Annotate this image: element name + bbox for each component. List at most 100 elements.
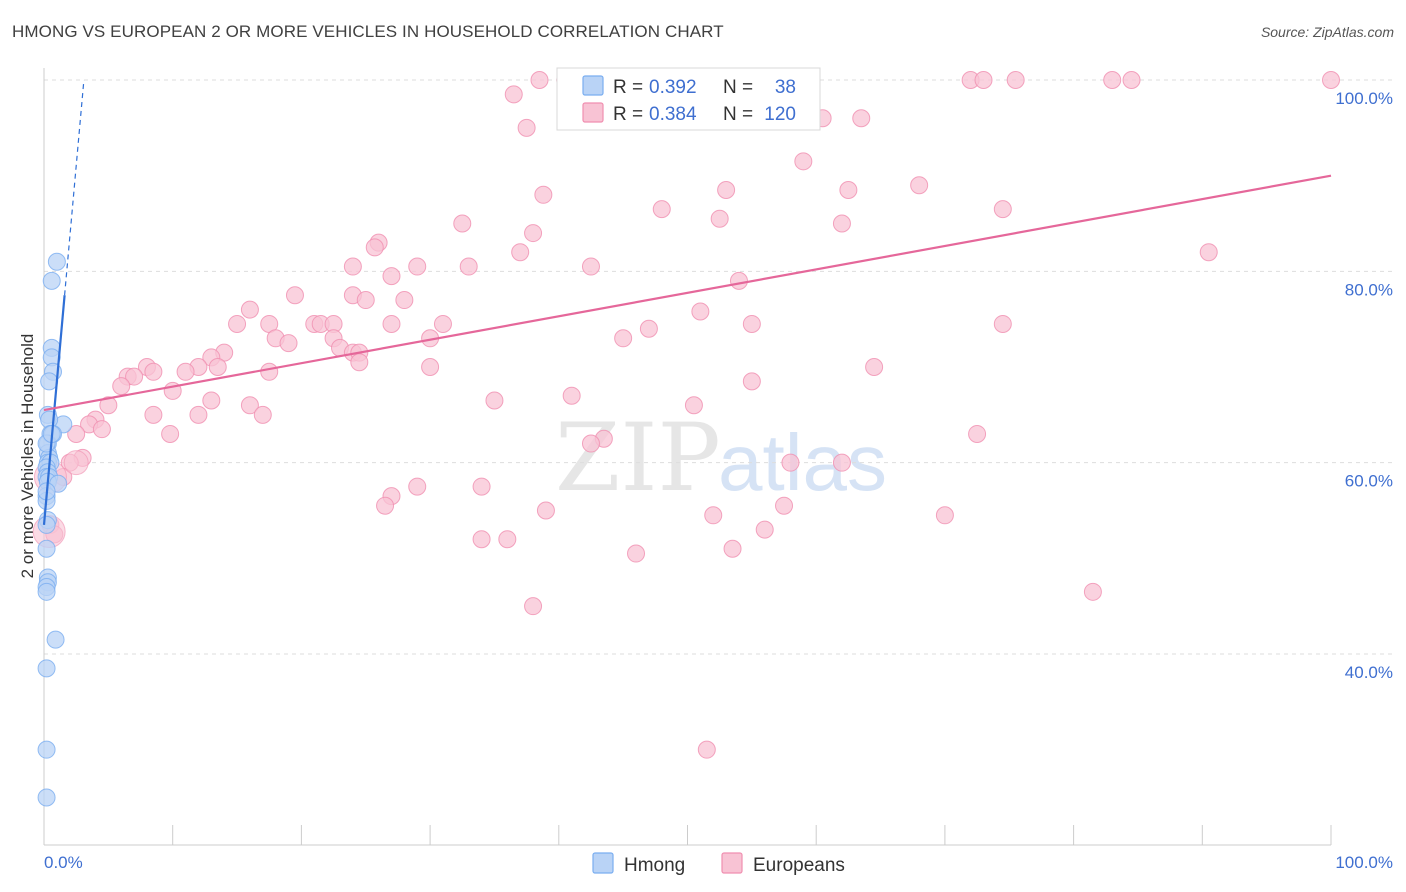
stats-legend: R = 0.392 N = 38 R = 0.384 N = 120: [556, 67, 821, 131]
x-tick-label-max: 100.0%: [1335, 853, 1393, 872]
europeans-point: [1199, 243, 1218, 262]
europeans-point: [459, 257, 478, 276]
legend-europeans-label: Europeans: [753, 855, 845, 876]
europeans-point: [755, 520, 774, 539]
watermark: ZIP atlas: [555, 404, 887, 513]
y-tick-label: 100.0%: [1335, 89, 1393, 108]
europeans-point: [382, 267, 401, 286]
hmong-point: [40, 372, 59, 391]
europeans-point: [382, 314, 401, 333]
europeans-point: [723, 539, 742, 558]
europeans-point: [781, 453, 800, 472]
europeans-point: [365, 238, 384, 257]
europeans-point: [504, 85, 523, 104]
europeans-point: [260, 362, 279, 381]
europeans-point: [1103, 71, 1122, 89]
hmong-point: [42, 271, 61, 290]
europeans-point: [697, 740, 716, 759]
europeans-point: [376, 496, 395, 515]
europeans-point: [639, 319, 658, 338]
europeans-point: [189, 405, 208, 424]
europeans-point: [581, 257, 600, 276]
stats-legend-europeans-swatch: [582, 102, 604, 123]
europeans-point: [742, 372, 761, 391]
europeans-point: [517, 118, 536, 137]
europeans-point: [228, 314, 247, 333]
hmong-point: [37, 582, 56, 601]
europeans-point: [935, 506, 954, 525]
stats-legend-europeans-n-label: N =: [723, 104, 753, 125]
europeans-point: [536, 501, 555, 520]
europeans-point: [421, 358, 440, 376]
europeans-point: [453, 214, 472, 233]
europeans-point: [511, 243, 530, 262]
stats-legend-hmong-n-value: 38: [775, 77, 796, 98]
europeans-point: [176, 362, 195, 381]
hmong-point: [37, 539, 56, 558]
europeans-point: [1083, 582, 1102, 601]
europeans-point: [395, 291, 414, 310]
legend-hmong-label: Hmong: [624, 855, 685, 876]
europeans-point: [729, 271, 748, 290]
europeans-point: [99, 396, 118, 415]
europeans-point: [562, 386, 581, 405]
europeans-point: [356, 291, 375, 310]
europeans-point: [350, 353, 369, 372]
europeans-point: [161, 424, 180, 443]
europeans-point: [498, 530, 517, 549]
y-tick-label: 80.0%: [1345, 280, 1393, 299]
europeans-point: [530, 71, 549, 89]
stats-legend-hmong-r-label: R =: [613, 77, 643, 98]
hmong-point: [37, 515, 56, 534]
stats-legend-europeans-r-label: R =: [613, 104, 643, 125]
europeans-point: [408, 477, 427, 496]
europeans-point: [240, 300, 259, 319]
y-tick-labels: 40.0% 60.0% 80.0% 100.0%: [1335, 89, 1393, 682]
legend-hmong-swatch: [592, 852, 614, 874]
stats-legend-hmong-swatch: [582, 75, 604, 96]
europeans-point: [710, 209, 729, 228]
europeans-point: [717, 181, 736, 200]
europeans-point: [144, 362, 163, 381]
chart-source: Source: ZipAtlas.com: [1260, 24, 1394, 40]
europeans-point: [794, 152, 813, 171]
europeans-point: [832, 453, 851, 472]
stats-legend-europeans-n-value: 120: [764, 104, 796, 125]
europeans-point: [112, 377, 131, 396]
europeans-point: [67, 424, 86, 443]
europeans-point: [832, 214, 851, 233]
europeans-point: [240, 396, 259, 415]
europeans-point: [433, 314, 452, 333]
europeans-point: [852, 109, 871, 128]
gridlines: [44, 79, 1393, 655]
legend-europeans-swatch: [721, 852, 743, 874]
europeans-point: [1322, 71, 1340, 89]
europeans-point: [993, 200, 1012, 219]
europeans-point: [202, 391, 221, 410]
y-tick-label: 40.0%: [1345, 663, 1393, 682]
europeans-point: [524, 597, 543, 616]
europeans-point: [208, 358, 227, 376]
stats-legend-hmong-n-label: N =: [723, 77, 753, 98]
x-axis-ticks: [43, 825, 1332, 845]
europeans-point: [839, 181, 858, 200]
europeans-trend-line: [43, 174, 1332, 412]
hmong-trend-extension: [63, 79, 85, 296]
europeans-point: [485, 391, 504, 410]
europeans-point: [472, 477, 491, 496]
europeans-point: [343, 257, 362, 276]
stats-legend-hmong-r-value: 0.392: [649, 77, 697, 98]
x-tick-label-min: 0.0%: [44, 853, 83, 872]
y-axis-title: 2 or more Vehicles in Household: [18, 334, 37, 579]
europeans-point: [524, 224, 543, 243]
europeans-point: [865, 358, 884, 376]
europeans-point: [704, 506, 723, 525]
europeans-point: [1006, 71, 1025, 89]
chart-title: HMONG VS EUROPEAN 2 OR MORE VEHICLES IN …: [12, 22, 724, 41]
stats-legend-europeans-r-value: 0.384: [649, 104, 697, 125]
europeans-point: [691, 302, 710, 321]
europeans-points: [32, 71, 1340, 759]
europeans-point: [144, 405, 163, 424]
europeans-point-cluster: [63, 450, 89, 476]
y-tick-label: 60.0%: [1345, 472, 1393, 491]
